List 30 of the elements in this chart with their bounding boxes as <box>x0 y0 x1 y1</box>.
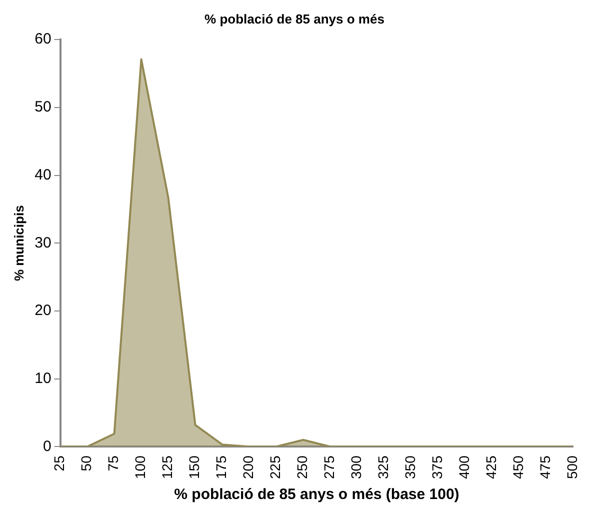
x-tick-label: 75 <box>105 455 122 472</box>
x-axis-title: % població de 85 anys o més (base 100) <box>174 486 460 504</box>
chart-title: % població de 85 anys o més <box>204 11 384 26</box>
x-tick-label: 25 <box>51 455 68 472</box>
x-tick-label: 175 <box>213 455 230 479</box>
x-tick-label: 400 <box>456 455 472 479</box>
x-tick-label: 425 <box>483 455 500 479</box>
x-tick-label: 225 <box>267 455 284 479</box>
x-tick-label: 250 <box>294 455 310 479</box>
x-tick-label: 150 <box>186 455 202 479</box>
y-tick-label: 20 <box>34 302 52 320</box>
x-tick-label: 475 <box>537 455 554 479</box>
x-tick-label: 325 <box>375 455 392 479</box>
x-tick-label: 450 <box>510 455 526 479</box>
x-tick-label: 375 <box>429 455 446 479</box>
y-tick-label: 0 <box>42 438 52 455</box>
x-tick-label: 100 <box>132 455 148 479</box>
y-axis-title: % municipis <box>11 205 26 282</box>
x-tick-label: 125 <box>159 455 176 479</box>
x-tick-label: 350 <box>402 455 418 479</box>
x-tick-label: 200 <box>240 455 256 479</box>
x-tick-label: 275 <box>321 455 338 479</box>
y-tick-label: 50 <box>34 98 52 116</box>
x-tick-label: 300 <box>348 455 364 479</box>
y-tick-label: 10 <box>34 370 52 387</box>
y-tick-label: 40 <box>34 166 52 184</box>
x-tick-label: 500 <box>564 455 580 479</box>
y-tick-label: 60 <box>34 30 52 48</box>
y-tick-label: 30 <box>34 234 52 252</box>
x-tick-label: 50 <box>78 455 94 472</box>
